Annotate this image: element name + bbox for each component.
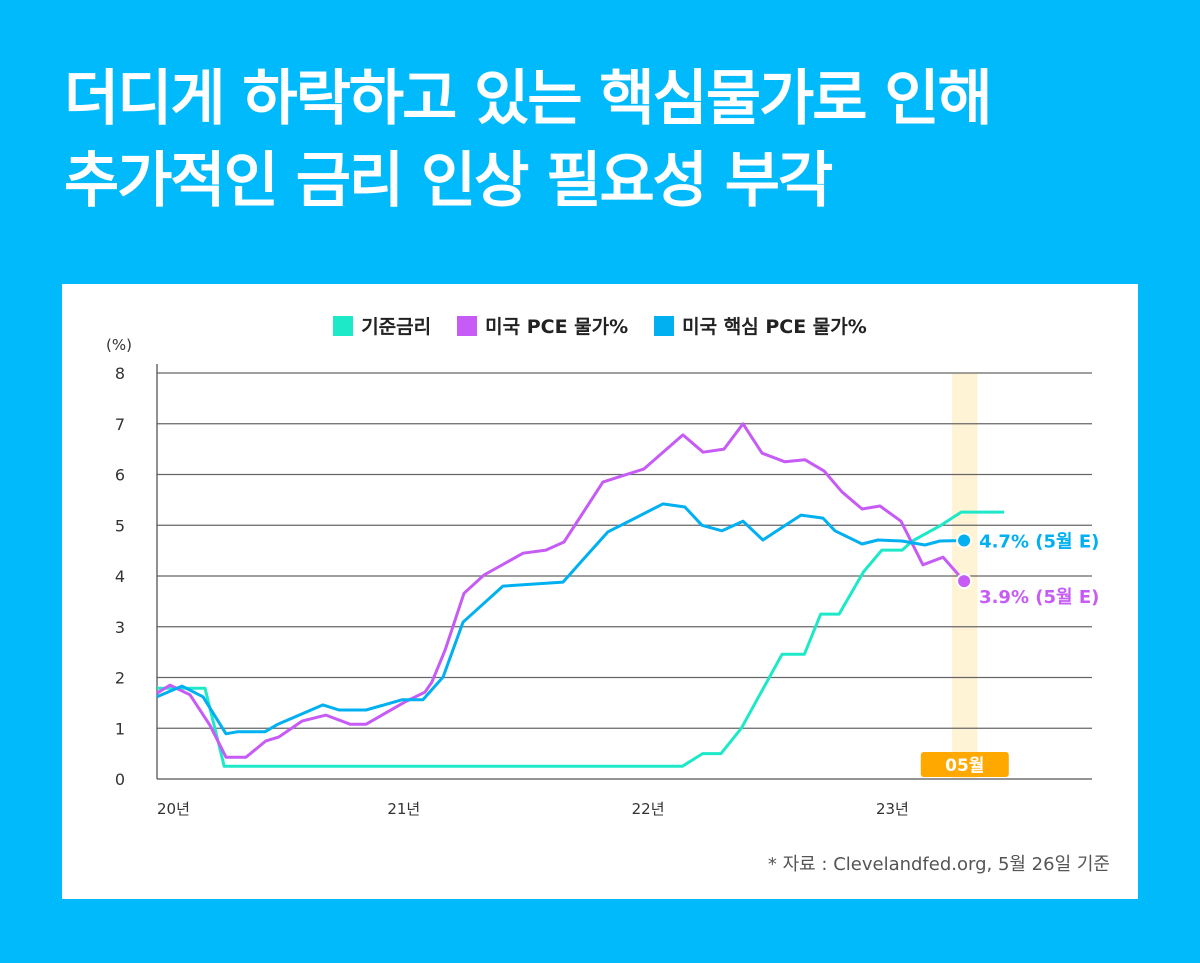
source-note: * 자료 : Clevelandfed.org, 5월 26일 기준 — [767, 854, 1110, 875]
y-tick-label: 1 — [115, 719, 125, 738]
y-tick-label: 6 — [115, 466, 125, 485]
y-tick-label: 7 — [115, 415, 125, 434]
series-line-1 — [157, 510, 1004, 768]
series-end-label: 4.7% (5월 E) — [979, 531, 1099, 552]
title-line-1: 더디게 하락하고 있는 핵심물가로 인해 — [64, 64, 993, 134]
series-end-point — [956, 532, 973, 549]
x-tick-label: 23년 — [876, 800, 909, 818]
series-line-2 — [156, 422, 966, 759]
legend-item-core-pce: 미국 핵심 PCE 물가% — [654, 312, 867, 339]
y-axis-label: (%) — [106, 336, 132, 354]
highlight-badge-label: 05월 — [945, 756, 984, 776]
legend-label: 미국 핵심 PCE 물가% — [682, 316, 867, 338]
y-tick-label: 4 — [115, 567, 125, 586]
title-line-2: 추가적인 금리 인상 필요성 부각 — [64, 146, 833, 216]
legend-swatch — [457, 315, 478, 336]
legend-label: 기준금리 — [361, 316, 432, 338]
x-tick-label: 20년 — [157, 800, 190, 818]
series-end-label: 3.9% (5월 E) — [979, 587, 1099, 608]
y-tick-label: 8 — [115, 364, 125, 383]
series-line-3 — [156, 502, 965, 736]
legend-swatch — [654, 315, 675, 336]
legend-swatch — [333, 315, 354, 336]
legend-item-fed-rate: 기준금리 — [333, 312, 431, 339]
highlight-badge — [920, 752, 1009, 777]
y-tick-label: 3 — [115, 618, 125, 637]
legend-item-pce: 미국 PCE 물가% — [457, 312, 628, 339]
y-tick-label: 5 — [115, 516, 125, 535]
x-tick-label: 21년 — [387, 800, 420, 818]
legend-label: 미국 PCE 물가% — [485, 316, 629, 338]
chart-legend: 기준금리 미국 PCE 물가% 미국 핵심 PCE 물가% — [0, 312, 1200, 339]
page-title: 더디게 하락하고 있는 핵심물가로 인해 추가적인 금리 인상 필요성 부각 — [64, 58, 993, 222]
x-tick-label: 22년 — [632, 800, 665, 818]
y-tick-label: 2 — [115, 669, 125, 688]
series-end-point — [956, 573, 973, 590]
y-tick-label: 0 — [115, 770, 125, 789]
